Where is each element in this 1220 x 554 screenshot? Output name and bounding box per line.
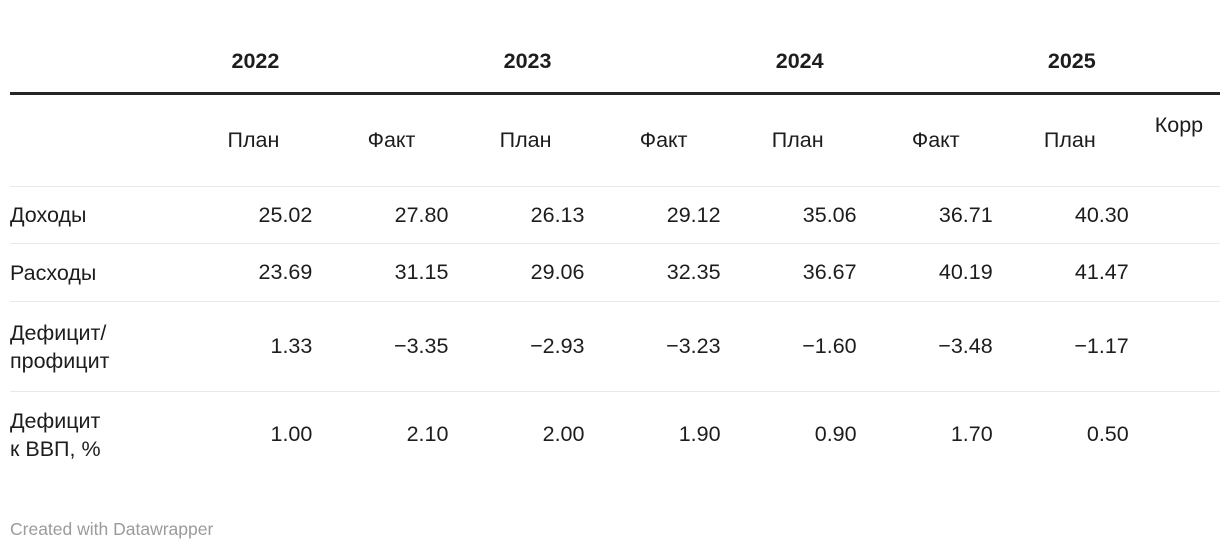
table-row: Дефицит/ профицит 1.33 −3.35 −2.93 −3.23 −1.6… [10, 301, 1220, 392]
table-body: Доходы 25.02 27.80 26.13 29.12 35.06 36.71 40.3… [10, 186, 1220, 478]
year-header-empty [10, 30, 177, 95]
data-cell: 2.00 [542, 422, 585, 446]
year-header-2025: 2025 [992, 30, 1129, 95]
column-header-3: План [448, 93, 585, 187]
data-cell [1128, 186, 1220, 244]
data-cell: 26.13 [448, 186, 585, 244]
data-cell: 1.33 [176, 301, 313, 392]
data-cell: 36.67 [720, 243, 857, 302]
year-header-2023: 2023 [448, 30, 585, 95]
data-table: 2022 2023 2024 2025 План Факт План Факт План Фак… [10, 30, 1220, 477]
data-cell: 41.47 [992, 243, 1129, 302]
data-cell: 1.70 [950, 422, 993, 446]
data-cell: −3.48 [856, 301, 993, 392]
column-header-corr: Корр [1128, 93, 1220, 187]
year-header-empty [312, 30, 449, 95]
year-header-2022: 2022 [176, 30, 313, 95]
table-row: Расходы 23.69 31.15 29.06 32.35 36.67 40.19 41.… [10, 243, 1220, 302]
datawrapper-credit-link[interactable]: Created with Datawrapper [10, 519, 214, 539]
data-cell: 23.69 [176, 243, 313, 302]
data-cell: 25.02 [176, 186, 313, 244]
year-header-row: 2022 2023 2024 2025 [10, 30, 1220, 95]
data-cell: 32.35 [584, 243, 721, 302]
table-header: 2022 2023 2024 2025 План Факт План Факт План Фак… [10, 30, 1220, 187]
column-header-6: Факт [856, 93, 993, 187]
data-cell [1128, 243, 1220, 302]
data-cell: −1.60 [720, 301, 857, 392]
column-header-5: План [720, 93, 857, 187]
data-cell: 29.06 [448, 243, 585, 302]
year-header-empty [584, 30, 721, 95]
data-cell: 0.90 [814, 422, 857, 446]
year-header-2024: 2024 [720, 30, 857, 95]
data-cell: 0.50 [1086, 422, 1129, 446]
subheader-row: План Факт План Факт План Факт План Корр [10, 93, 1220, 187]
column-header-corr-label: Корр [1154, 113, 1204, 137]
data-cell: 29.12 [584, 186, 721, 244]
data-cell [1128, 301, 1220, 392]
year-header-empty [856, 30, 993, 95]
data-cell: 1.00 [270, 422, 313, 446]
data-cell: −1.17 [992, 301, 1129, 392]
table-row: Дефицит к ВВП, % 1.00 2.10 2.00 1.90 0.90 1.70… [10, 392, 1220, 478]
row-label: Дефицит к ВВП, % [10, 408, 101, 461]
data-cell: 40.30 [992, 186, 1129, 244]
data-cell: 2.10 [406, 422, 449, 446]
data-cell: −3.35 [312, 301, 449, 392]
data-cell: 36.71 [856, 186, 993, 244]
column-header-1: План [176, 93, 313, 187]
column-header-4: Факт [584, 93, 721, 187]
data-cell: 40.19 [856, 243, 993, 302]
data-cell: −3.23 [584, 301, 721, 392]
data-cell [1129, 392, 1220, 478]
data-cell: 27.80 [312, 186, 449, 244]
year-header-empty [1128, 30, 1220, 95]
data-cell: 35.06 [720, 186, 857, 244]
row-label: Дефицит/ профицит [10, 301, 177, 392]
data-cell: −2.93 [448, 301, 585, 392]
row-label: Доходы [10, 186, 177, 244]
table-row: Доходы 25.02 27.80 26.13 29.12 35.06 36.71 40.3… [10, 186, 1220, 244]
column-header-7: План [992, 93, 1129, 187]
column-header-empty [10, 93, 177, 187]
column-header-2: Факт [312, 93, 449, 187]
data-cell: 31.15 [312, 243, 449, 302]
data-cell: 1.90 [678, 422, 721, 446]
row-label: Расходы [10, 243, 177, 302]
